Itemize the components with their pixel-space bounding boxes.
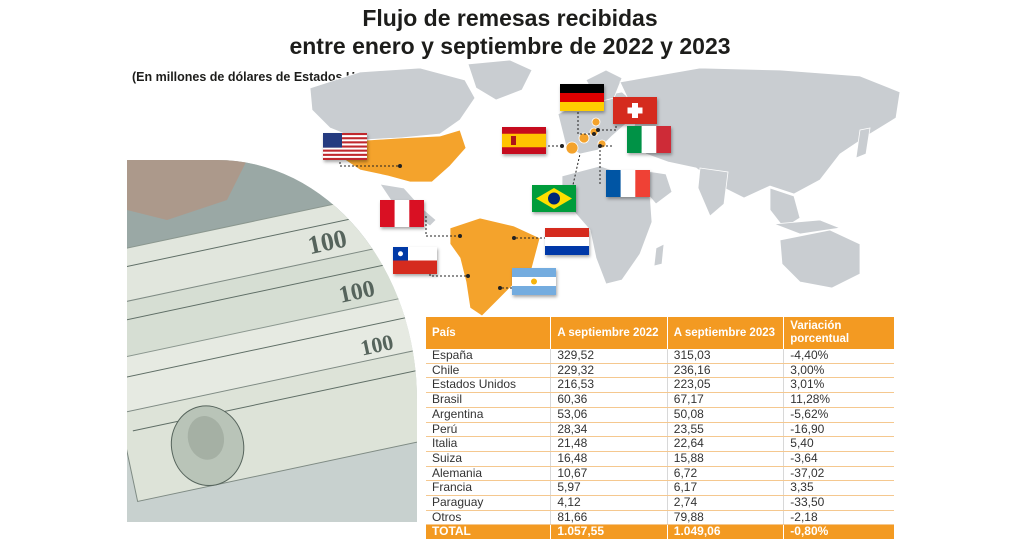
cell-variation: -2,18 bbox=[783, 510, 894, 526]
cell-country: España bbox=[426, 348, 551, 364]
spain-dot bbox=[565, 141, 579, 155]
total-2023: 1.049,06 bbox=[666, 524, 784, 539]
cell-variation: -4,40% bbox=[783, 348, 894, 364]
cell-variation: -3,64 bbox=[783, 451, 894, 467]
table-body: España 329,52 315,03 -4,40% Chile 229,32 236,1… bbox=[426, 348, 894, 539]
argentina-flag bbox=[512, 268, 556, 295]
chart-subtitle: (En millones de dólares de Estados Unido… bbox=[132, 70, 393, 84]
cell-2022: 10,67 bbox=[550, 466, 668, 482]
south-america-region bbox=[449, 217, 541, 317]
table-row: Alemania 10,67 6,72 -37,02 bbox=[426, 466, 894, 482]
cell-2023: 50,08 bbox=[666, 407, 784, 423]
cell-country: Argentina bbox=[426, 407, 551, 423]
cell-country: Alemania bbox=[426, 466, 551, 482]
cell-2023: 236,16 bbox=[666, 363, 784, 379]
cell-variation: 5,40 bbox=[783, 437, 894, 452]
cell-2023: 315,03 bbox=[666, 348, 784, 364]
switzerland-flag bbox=[613, 97, 657, 124]
cell-2022: 16,48 bbox=[550, 451, 668, 467]
cell-variation: 3,35 bbox=[783, 481, 894, 497]
col-header-2023: A septiembre 2023 bbox=[666, 317, 784, 349]
col-header-2022: A septiembre 2022 bbox=[550, 317, 668, 349]
spain-flag bbox=[502, 127, 546, 154]
paraguay-flag bbox=[545, 228, 589, 255]
cell-country: Francia bbox=[426, 481, 551, 497]
cell-2022: 229,32 bbox=[550, 363, 668, 379]
france-dot bbox=[578, 132, 590, 144]
cell-2022: 53,06 bbox=[550, 407, 668, 423]
table-row: Estados Unidos 216,53 223,05 3,01% bbox=[426, 378, 894, 394]
peru-flag bbox=[380, 200, 424, 227]
total-2022: 1.057,55 bbox=[550, 524, 668, 539]
title-line-2: entre enero y septiembre de 2022 y 2023 bbox=[289, 33, 731, 59]
cell-country: Perú bbox=[426, 422, 551, 438]
cell-country: Otros bbox=[426, 510, 551, 526]
cell-variation: -5,62% bbox=[783, 407, 894, 423]
col-header-variation: Variación porcentual bbox=[783, 317, 894, 349]
cell-country: Estados Unidos bbox=[426, 378, 551, 394]
cell-2023: 22,64 bbox=[666, 437, 784, 452]
title-line-1: Flujo de remesas recibidas bbox=[362, 5, 658, 31]
cell-variation: -16,90 bbox=[783, 422, 894, 438]
table-row: Paraguay 4,12 2,74 -33,50 bbox=[426, 495, 894, 511]
cell-2023: 6,17 bbox=[666, 481, 784, 497]
italy-flag bbox=[627, 126, 671, 153]
cell-variation: -37,02 bbox=[783, 466, 894, 482]
usa-region bbox=[337, 129, 467, 183]
cell-2023: 23,55 bbox=[666, 422, 784, 438]
cell-country: Chile bbox=[426, 363, 551, 379]
cell-2022: 329,52 bbox=[550, 348, 668, 364]
total-variation: -0,80% bbox=[783, 524, 894, 539]
cell-2023: 15,88 bbox=[666, 451, 784, 467]
france-flag bbox=[606, 170, 650, 197]
cell-2022: 60,36 bbox=[550, 392, 668, 408]
table-row: Francia 5,97 6,17 3,35 bbox=[426, 481, 894, 497]
cell-2022: 4,12 bbox=[550, 495, 668, 511]
brazil-flag bbox=[532, 185, 576, 212]
table-row: Chile 229,32 236,16 3,00% bbox=[426, 363, 894, 379]
table-row: Italia 21,48 22,64 5,40 bbox=[426, 437, 894, 452]
table-row: Argentina 53,06 50,08 -5,62% bbox=[426, 407, 894, 423]
cell-country: Italia bbox=[426, 437, 551, 452]
germany-flag bbox=[560, 84, 604, 111]
table-header-row: País A septiembre 2022 A septiembre 2023… bbox=[426, 317, 894, 349]
table-total-row: TOTAL 1.057,55 1.049,06 -0,80% bbox=[426, 524, 894, 539]
cell-variation: 11,28% bbox=[783, 392, 894, 408]
cell-2023: 67,17 bbox=[666, 392, 784, 408]
chile-flag bbox=[393, 247, 437, 274]
cell-country: Brasil bbox=[426, 392, 551, 408]
table-row: Brasil 60,36 67,17 11,28% bbox=[426, 392, 894, 408]
cell-variation: 3,00% bbox=[783, 363, 894, 379]
cell-2022: 21,48 bbox=[550, 437, 668, 452]
cell-country: Paraguay bbox=[426, 495, 551, 511]
table-row: Suiza 16,48 15,88 -3,64 bbox=[426, 451, 894, 467]
remittances-table: País A septiembre 2022 A septiembre 2023… bbox=[426, 317, 894, 539]
cell-variation: 3,01% bbox=[783, 378, 894, 394]
cell-country: Suiza bbox=[426, 451, 551, 467]
cell-2023: 2,74 bbox=[666, 495, 784, 511]
chart-title: Flujo de remesas recibidas entre enero y… bbox=[230, 4, 790, 60]
germany-dot bbox=[591, 117, 601, 127]
cell-variation: -33,50 bbox=[783, 495, 894, 511]
cell-2023: 223,05 bbox=[666, 378, 784, 394]
table-row: España 329,52 315,03 -4,40% bbox=[426, 348, 894, 364]
table-row: Otros 81,66 79,88 -2,18 bbox=[426, 510, 894, 526]
usa-flag bbox=[323, 133, 367, 160]
cell-2022: 5,97 bbox=[550, 481, 668, 497]
cell-2022: 81,66 bbox=[550, 510, 668, 526]
cell-2022: 28,34 bbox=[550, 422, 668, 438]
cell-2023: 6,72 bbox=[666, 466, 784, 482]
col-header-country: País bbox=[426, 317, 551, 349]
cell-2022: 216,53 bbox=[550, 378, 668, 394]
cell-2023: 79,88 bbox=[666, 510, 784, 526]
total-label: TOTAL bbox=[426, 524, 551, 539]
table-row: Perú 28,34 23,55 -16,90 bbox=[426, 422, 894, 438]
